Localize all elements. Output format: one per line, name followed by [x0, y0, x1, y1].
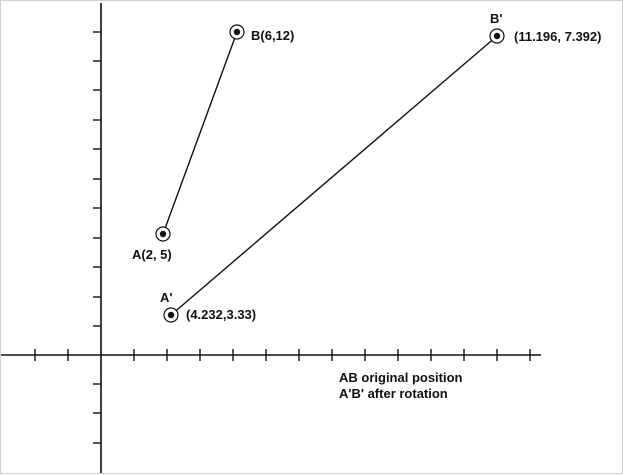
- point-a-prime-marker: [163, 307, 179, 323]
- point-b-marker: [229, 24, 245, 40]
- point-a-marker: [155, 226, 171, 242]
- label-point-b-prime-name: B': [490, 11, 502, 26]
- label-point-a: A(2, 5): [132, 247, 172, 262]
- legend-original-position: AB original position: [339, 370, 463, 385]
- label-point-a-prime-name: A': [160, 290, 172, 305]
- label-point-b: B(6,12): [251, 28, 294, 43]
- segment-a-prime-b-prime: [170, 35, 498, 316]
- point-b-prime-marker: [489, 28, 505, 44]
- legend-after-rotation: A'B' after rotation: [339, 386, 448, 401]
- axis-ticks: [34, 31, 531, 444]
- segment-ab: [162, 31, 238, 235]
- label-point-b-prime-coords: (11.196, 7.392): [514, 29, 601, 44]
- label-point-a-prime-coords: (4.232,3.33): [186, 307, 256, 322]
